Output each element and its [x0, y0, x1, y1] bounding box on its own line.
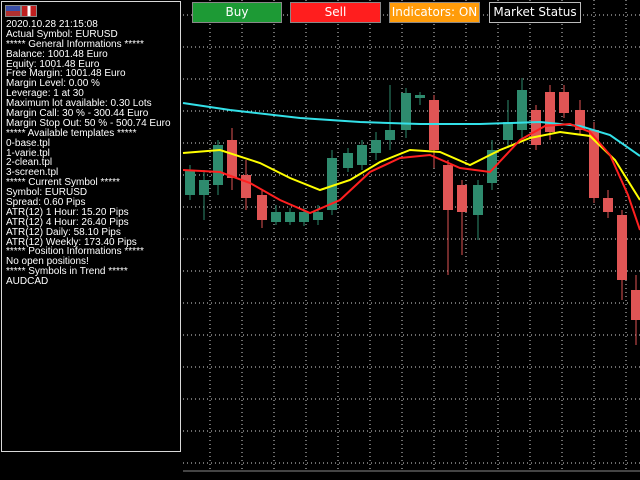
info-line: Equity: 1001.48 Euro [6, 58, 100, 70]
candle-body [457, 185, 467, 212]
info-line: ***** General Informations ***** [6, 38, 144, 50]
info-line: ATR(12) Daily: 58.10 Pips [6, 226, 121, 238]
info-line: Balance: 1001.48 Euro [6, 48, 108, 60]
candle-body [327, 158, 337, 210]
candle-body [199, 180, 209, 195]
info-line: ***** Current Symbol ***** [6, 177, 120, 189]
info-line: Actual Symbol: EURUSD [6, 28, 118, 40]
candle-body [559, 92, 569, 113]
candle-body [473, 185, 483, 215]
info-line: ***** Position Informations ***** [6, 246, 144, 258]
candle-body [185, 170, 195, 195]
candle-body [603, 198, 613, 212]
info-line: 1-varie.tpl [6, 147, 50, 159]
flag-icon-eu [5, 5, 21, 17]
candle-body [401, 93, 411, 130]
candle-body [503, 122, 513, 140]
info-line: Margin Stop Out: 50 % - 500.74 Euro [6, 117, 171, 129]
info-line: ***** Symbols in Trend ***** [6, 266, 128, 278]
candle-body [257, 195, 267, 220]
info-line: 2-clean.tpl [6, 157, 53, 169]
candle-body [371, 140, 381, 153]
info-line: Margin Level: 0.00 % [6, 78, 100, 90]
candle-body [631, 290, 640, 320]
candle-body [271, 212, 281, 222]
indicators-toggle-button[interactable]: Indicators: ON [389, 2, 480, 23]
info-line: Spread: 0.60 Pips [6, 197, 86, 209]
candle-body [517, 90, 527, 130]
candle-body [285, 212, 295, 222]
candle-body [415, 95, 425, 98]
info-line: 2020.10.28 21:15:08 [6, 19, 98, 30]
info-line: 0-base.tpl [6, 137, 50, 149]
ma-mid-line [182, 130, 640, 201]
info-line: Margin Call: 30 % - 300.44 Euro [6, 108, 149, 120]
candle-body [385, 130, 395, 140]
candle-body [343, 153, 353, 168]
ma-slow-line [182, 102, 640, 157]
candle-body [357, 145, 367, 165]
info-line: 3-screen.tpl [6, 167, 59, 179]
candle-body [617, 215, 627, 280]
sell-button[interactable]: Sell [290, 2, 381, 23]
info-line: ATR(12) Weekly: 173.40 Pips [6, 236, 137, 248]
candle-body [443, 165, 453, 210]
info-line: Free Margin: 1001.48 Euro [6, 68, 126, 80]
candle-body [213, 145, 223, 185]
candle-body [487, 150, 497, 183]
candle-body [313, 212, 323, 220]
buy-button[interactable]: Buy [192, 2, 282, 23]
candle-body [545, 92, 555, 132]
info-line: ATR(12) 1 Hour: 15.20 Pips [6, 206, 129, 218]
info-line: ***** Available templates ***** [6, 127, 137, 139]
info-panel: 2020.10.28 21:15:08 Actual Symbol: EURUS… [1, 1, 181, 452]
info-line: No open positions! [6, 256, 89, 268]
info-lines: 2020.10.28 21:15:08 Actual Symbol: EURUS… [6, 20, 171, 287]
candle-body [299, 212, 309, 222]
info-line: AUDCAD [6, 276, 49, 288]
flag-icon-it [21, 5, 37, 17]
candle-body [531, 110, 541, 145]
info-line: Maximum lot available: 0.30 Lots [6, 98, 152, 110]
info-line: ATR(12) 4 Hour: 26.40 Pips [6, 216, 129, 228]
ma-fast-line [182, 122, 640, 231]
info-line: Symbol: EURUSD [6, 187, 88, 199]
candle-body [575, 110, 585, 130]
candle-body [227, 140, 237, 178]
market-status-button[interactable]: Market Status [489, 2, 581, 23]
info-line: Leverage: 1 at 30 [6, 88, 84, 100]
candle-body [589, 130, 599, 198]
candle-body [241, 175, 251, 198]
